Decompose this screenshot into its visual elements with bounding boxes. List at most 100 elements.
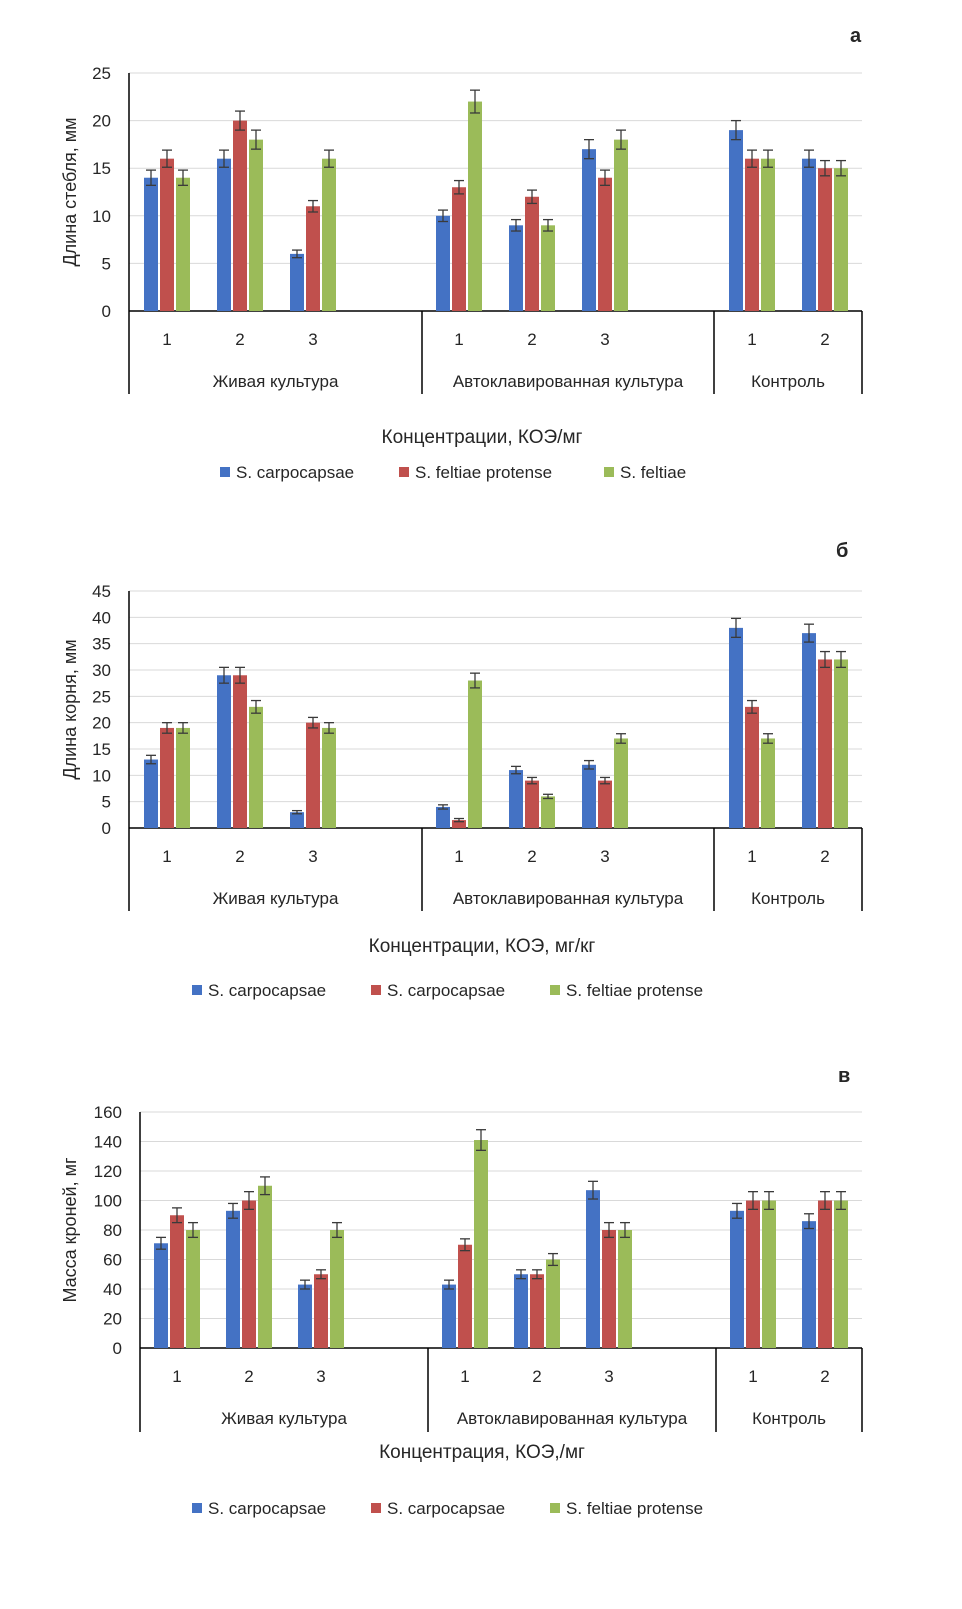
legend-swatch — [550, 985, 560, 995]
x-category-label: 3 — [308, 330, 317, 349]
bar — [818, 659, 832, 828]
chart-panel-а: а 0 5 10 15 20 25 Длина стебля, мм 1 2 3 Живая куль… — [60, 25, 863, 482]
bar — [586, 1190, 600, 1348]
bar — [160, 158, 174, 311]
y-tick-label: 30 — [92, 661, 111, 680]
x-category-label: 1 — [162, 847, 171, 866]
bar — [298, 1284, 312, 1348]
legend-label: S. feltiae protense — [566, 981, 703, 1000]
bar — [818, 168, 832, 311]
bar — [170, 1215, 184, 1348]
bar — [546, 1259, 560, 1348]
x-group-label: Живая культура — [213, 372, 339, 391]
legend-swatch — [192, 985, 202, 995]
bar — [233, 675, 247, 828]
bar — [746, 1200, 760, 1348]
bar — [541, 796, 555, 828]
legend-swatch — [192, 1503, 202, 1513]
x-category-label: 1 — [172, 1367, 181, 1386]
bar — [290, 812, 304, 828]
bar — [582, 149, 596, 311]
bar — [802, 158, 816, 311]
bar — [802, 633, 816, 828]
bar — [226, 1210, 240, 1348]
bar — [242, 1200, 256, 1348]
x-axis-title: Концентрации, КОЭ, мг/кг — [369, 936, 596, 957]
bar — [330, 1230, 344, 1348]
bar — [598, 780, 612, 828]
bar — [249, 139, 263, 311]
bar — [745, 706, 759, 828]
bar — [474, 1140, 488, 1348]
x-category-label: 3 — [600, 847, 609, 866]
y-tick-label: 35 — [92, 635, 111, 654]
bar — [186, 1230, 200, 1348]
legend-label: S. carpocapsae — [387, 981, 505, 1000]
bar — [452, 820, 466, 828]
bar — [458, 1244, 472, 1348]
y-tick-label: 5 — [102, 254, 111, 273]
y-tick-label: 25 — [92, 687, 111, 706]
bar — [442, 1284, 456, 1348]
y-tick-label: 60 — [103, 1251, 122, 1270]
bar — [217, 158, 231, 311]
legend-swatch — [604, 467, 614, 477]
y-tick-label: 10 — [92, 207, 111, 226]
x-category-label: 3 — [308, 847, 317, 866]
bar — [322, 727, 336, 828]
y-tick-label: 40 — [92, 608, 111, 627]
bar — [582, 764, 596, 828]
bar — [436, 806, 450, 828]
x-category-label: 2 — [527, 330, 536, 349]
bar — [761, 158, 775, 311]
bar — [614, 738, 628, 828]
y-axis-label: Длина стебля, мм — [60, 117, 80, 266]
y-tick-label: 25 — [92, 64, 111, 83]
y-tick-label: 5 — [102, 793, 111, 812]
legend-label: S. carpocapsae — [208, 981, 326, 1000]
y-tick-label: 80 — [103, 1221, 122, 1240]
x-category-label: 1 — [747, 847, 756, 866]
x-category-label: 2 — [527, 847, 536, 866]
legend-swatch — [371, 985, 381, 995]
bar — [322, 158, 336, 311]
x-category-label: 2 — [820, 1367, 829, 1386]
bar — [729, 627, 743, 828]
bar — [468, 680, 482, 828]
y-tick-label: 100 — [94, 1192, 122, 1211]
bar — [730, 1210, 744, 1348]
bar — [614, 139, 628, 311]
y-tick-label: 40 — [103, 1280, 122, 1299]
bar — [468, 101, 482, 311]
x-category-label: 2 — [820, 330, 829, 349]
legend: S. carpocapsae S. carpocapsae S. feltiae p… — [192, 981, 703, 1000]
y-tick-label: 0 — [113, 1339, 122, 1358]
y-tick-label: 10 — [92, 766, 111, 785]
x-category-label: 2 — [235, 330, 244, 349]
x-category-label: 1 — [454, 330, 463, 349]
y-tick-label: 15 — [92, 740, 111, 759]
y-tick-label: 20 — [92, 112, 111, 131]
y-tick-label: 120 — [94, 1162, 122, 1181]
bar — [176, 727, 190, 828]
legend-label: S. carpocapsae — [387, 1499, 505, 1518]
bar — [514, 1274, 528, 1348]
bar — [530, 1274, 544, 1348]
bar — [452, 187, 466, 311]
x-category-label: 1 — [747, 330, 756, 349]
bar — [233, 120, 247, 311]
x-category-label: 2 — [820, 847, 829, 866]
bar — [306, 206, 320, 311]
bar — [618, 1230, 632, 1348]
x-group-label: Автоклавированная культура — [457, 1409, 688, 1428]
bar — [314, 1274, 328, 1348]
x-group-label: Живая культура — [221, 1409, 347, 1428]
panel-letter: в — [838, 1065, 850, 1087]
legend-swatch — [371, 1503, 381, 1513]
legend-label: S. feltiae protense — [566, 1499, 703, 1518]
legend-swatch — [220, 467, 230, 477]
chart-panel-в: в 0 20 40 60 80 100 120 140 160 Масса кроней, мг 1 2… — [60, 1065, 863, 1518]
legend-label: S. feltiae — [620, 463, 686, 482]
y-tick-label: 20 — [92, 714, 111, 733]
